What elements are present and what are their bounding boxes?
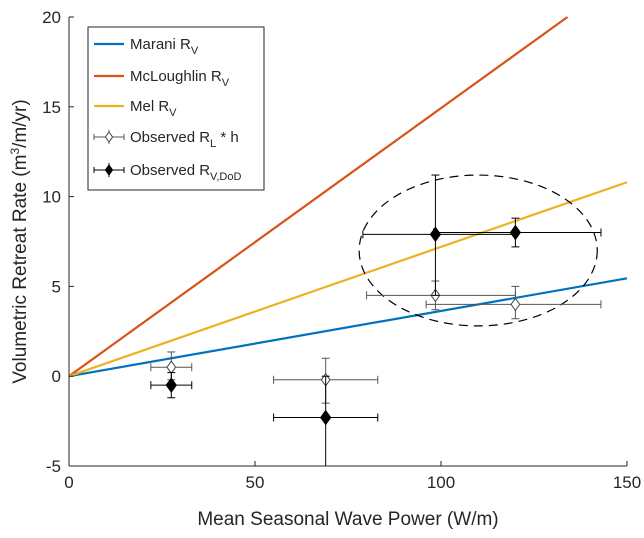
legend-item-3: Observed RL * h (93, 129, 239, 150)
series-line-1 (68, 16, 569, 378)
y-tick-label: 10 (42, 188, 61, 207)
x-tick-label: 100 (427, 473, 455, 492)
filled-diamond-marker (320, 409, 332, 426)
legend-box (87, 26, 265, 191)
data-point-1-0 (150, 372, 193, 399)
legend-label: Observed RL * h (130, 129, 239, 150)
filled-diamond-marker (165, 377, 177, 394)
legend-label: Mel RV (130, 98, 177, 119)
data-point-1-3 (433, 217, 602, 248)
filled-diamond-marker (509, 224, 522, 241)
plot-marks (68, 16, 628, 467)
y-axis-title: Volumetric Retreat Rate (m3/m/yr) (8, 99, 31, 383)
legend-item-4: Observed RV,DoD (93, 162, 241, 183)
x-tick-label: 150 (613, 473, 641, 492)
legend-marker (104, 164, 114, 176)
legend-label: Observed RV,DoD (130, 162, 241, 183)
legend-item-2: Mel RV (94, 98, 177, 119)
legend-item-1: McLoughlin RV (94, 68, 230, 89)
x-axis-title: Mean Seasonal Wave Power (W/m) (197, 509, 498, 530)
filled-diamond-marker (429, 226, 442, 243)
y-tick-label: -5 (46, 457, 61, 476)
x-tick-label: 0 (64, 473, 73, 492)
legend-label: McLoughlin RV (130, 68, 230, 89)
y-tick-label: 15 (42, 98, 61, 117)
data-point-1-1 (273, 375, 379, 467)
y-tick-label: 0 (52, 367, 61, 386)
y-tick-label: 20 (42, 8, 61, 27)
x-tick-label: 50 (246, 473, 265, 492)
data-point-1-2 (362, 174, 516, 296)
open-diamond-marker (510, 297, 521, 312)
legend-label: Marani RV (130, 36, 199, 57)
y-tick-label: 5 (52, 277, 61, 296)
data-point-0-3 (425, 285, 602, 320)
series-line-2 (68, 181, 628, 378)
legend: Marani RV McLoughlin RV Mel RV Observed RL … (87, 26, 265, 191)
series-line-0 (68, 277, 628, 378)
legend-marker (104, 131, 114, 143)
legend-item-0: Marani RV (94, 36, 199, 57)
annotation-ellipse (358, 174, 598, 327)
